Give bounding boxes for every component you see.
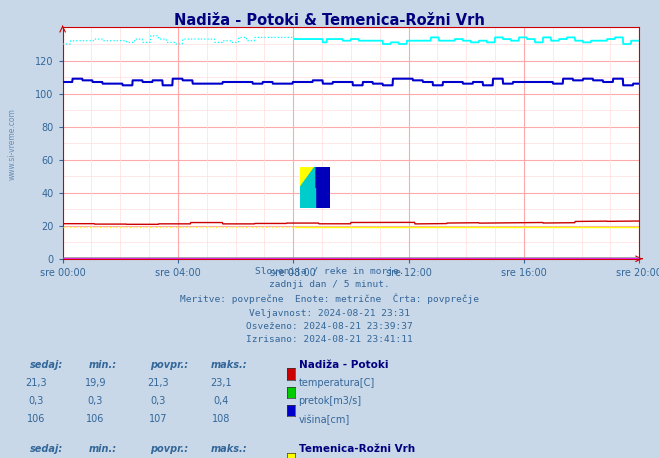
Text: povpr.:: povpr.: — [150, 444, 188, 454]
Text: maks.:: maks.: — [211, 360, 248, 370]
Bar — [300, 167, 315, 188]
Text: 0,3: 0,3 — [28, 396, 44, 406]
Text: 106: 106 — [86, 414, 105, 425]
Text: 0,4: 0,4 — [213, 396, 229, 406]
Text: Nadiža - Potoki & Temenica-Rožni Vrh: Nadiža - Potoki & Temenica-Rožni Vrh — [174, 13, 485, 28]
Text: 21,3: 21,3 — [148, 378, 169, 388]
Text: 19,9: 19,9 — [85, 378, 106, 388]
Text: sedaj:: sedaj: — [30, 444, 63, 454]
Bar — [315, 167, 330, 208]
Text: min.:: min.: — [89, 444, 117, 454]
Text: pretok[m3/s]: pretok[m3/s] — [299, 396, 362, 406]
Text: sedaj:: sedaj: — [30, 360, 63, 370]
Text: www.si-vreme.com: www.si-vreme.com — [7, 109, 16, 180]
Text: temperatura[C]: temperatura[C] — [299, 378, 375, 388]
Text: Nadiža - Potoki: Nadiža - Potoki — [299, 360, 388, 370]
Text: 0,3: 0,3 — [150, 396, 166, 406]
Text: 21,3: 21,3 — [26, 378, 47, 388]
Text: min.:: min.: — [89, 360, 117, 370]
Text: povpr.:: povpr.: — [150, 360, 188, 370]
Text: maks.:: maks.: — [211, 444, 248, 454]
Text: 23,1: 23,1 — [210, 378, 231, 388]
Bar — [300, 188, 315, 208]
Text: Slovenija / reke in morje.
zadnji dan / 5 minut.
Meritve: povprečne  Enote: metr: Slovenija / reke in morje. zadnji dan / … — [180, 267, 479, 344]
Text: višina[cm]: višina[cm] — [299, 414, 350, 425]
Text: 107: 107 — [149, 414, 167, 425]
Text: 106: 106 — [27, 414, 45, 425]
Text: 0,3: 0,3 — [88, 396, 103, 406]
Polygon shape — [300, 167, 315, 188]
Text: Temenica-Rožni Vrh: Temenica-Rožni Vrh — [299, 444, 415, 454]
Text: 108: 108 — [212, 414, 230, 425]
